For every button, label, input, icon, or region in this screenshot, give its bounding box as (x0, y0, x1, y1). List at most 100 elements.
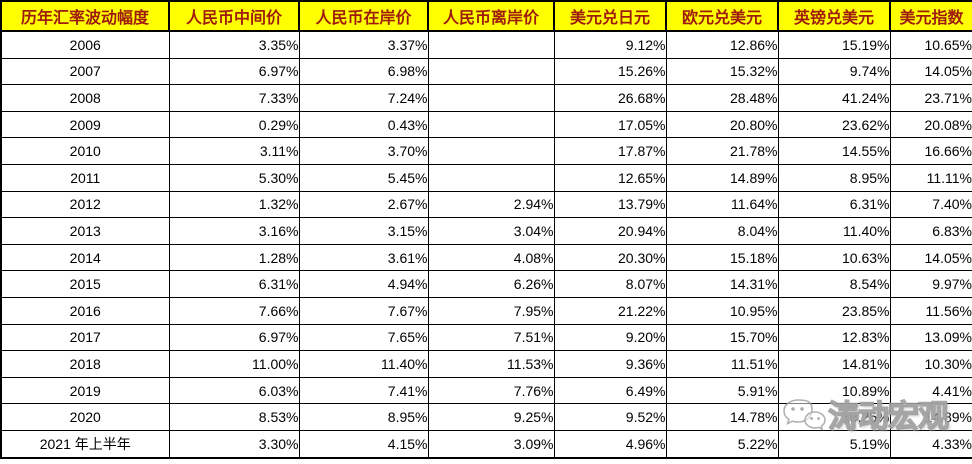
value-cell: 3.37% (298, 30, 429, 59)
table-row: 2016 7.66% 7.67% 7.95% 21.22% 10.95% 23.85% 11.… (0, 296, 972, 325)
value-cell: 7.40% (889, 190, 972, 219)
value-cell: 9.52% (553, 403, 667, 431)
table-row: 2021 年上半年 3.30% 4.15% 3.09% 4.96% 5.22% 5.19% 4… (0, 429, 972, 459)
value-cell (427, 84, 555, 112)
value-cell: 7.65% (298, 323, 429, 352)
value-cell: 6.31% (777, 190, 891, 219)
table-row: 2017 6.97% 7.65% 7.51% 9.20% 15.70% 12.83% 13.0… (0, 323, 972, 352)
value-cell: 7.67% (298, 296, 429, 325)
column-header-6: 欧元兑美元 (665, 0, 779, 32)
value-cell: 6.26% (427, 270, 555, 298)
value-cell: 12.83% (777, 323, 891, 352)
value-cell: 5.91% (665, 376, 779, 405)
table-row: 2008 7.33% 7.24% 26.68% 28.48% 41.24% 23.71% (0, 84, 972, 112)
value-cell: 11.00% (168, 350, 300, 378)
value-cell: 9.74% (777, 57, 891, 86)
value-cell: 23.62% (777, 110, 891, 139)
table-row: 2015 6.31% 4.94% 6.26% 8.07% 14.31% 8.54% 9.97% (0, 270, 972, 298)
value-cell: 8.95% (298, 403, 429, 431)
value-cell: 5.22% (665, 429, 779, 459)
value-cell: 6.83% (889, 217, 972, 245)
value-cell: 20.94% (553, 217, 667, 245)
value-cell: 10.89% (777, 376, 891, 405)
value-cell: 5.30% (168, 163, 300, 192)
value-cell: 14.55% (777, 137, 891, 165)
year-cell: 2008 (0, 84, 170, 112)
value-cell: 4.33% (889, 429, 972, 459)
table-row: 2006 3.35% 3.37% 9.12% 12.86% 15.19% 10.65% (0, 30, 972, 59)
table-row: 2012 1.32% 2.67% 2.94% 13.79% 11.64% 6.31% 7.40… (0, 190, 972, 219)
table-row: 2019 6.03% 7.41% 7.76% 6.49% 5.91% 10.89% 4.41% (0, 376, 972, 405)
year-cell: 2018 (0, 350, 170, 378)
year-cell: 2016 (0, 296, 170, 325)
value-cell: 13.79% (553, 190, 667, 219)
table-row: 2020 8.53% 8.95% 9.25% 9.52% 14.78% 18.25% 14.8… (0, 403, 972, 431)
value-cell: 6.97% (168, 57, 300, 86)
value-cell: 7.51% (427, 323, 555, 352)
value-cell: 14.05% (889, 57, 972, 86)
year-cell: 2013 (0, 217, 170, 245)
value-cell: 6.31% (168, 270, 300, 298)
column-header-2: 人民币中间价 (168, 0, 300, 32)
value-cell: 14.89% (889, 403, 972, 431)
value-cell: 0.29% (168, 110, 300, 139)
value-cell: 11.51% (665, 350, 779, 378)
value-cell: 3.09% (427, 429, 555, 459)
value-cell: 8.54% (777, 270, 891, 298)
table-body: 2006 3.35% 3.37% 9.12% 12.86% 15.19% 10.65% 200… (0, 30, 972, 459)
value-cell: 9.36% (553, 350, 667, 378)
value-cell: 14.81% (777, 350, 891, 378)
value-cell (427, 30, 555, 59)
value-cell: 6.03% (168, 376, 300, 405)
value-cell: 3.15% (298, 217, 429, 245)
value-cell: 8.95% (777, 163, 891, 192)
table-row: 2011 5.30% 5.45% 12.65% 14.89% 8.95% 11.11% (0, 163, 972, 192)
value-cell: 11.64% (665, 190, 779, 219)
table-row: 2009 0.29% 0.43% 17.05% 20.80% 23.62% 20.08% (0, 110, 972, 139)
value-cell: 14.31% (665, 270, 779, 298)
value-cell: 10.63% (777, 243, 891, 272)
value-cell: 14.89% (665, 163, 779, 192)
value-cell: 15.18% (665, 243, 779, 272)
value-cell: 15.19% (777, 30, 891, 59)
value-cell: 21.78% (665, 137, 779, 165)
value-cell: 10.30% (889, 350, 972, 378)
value-cell: 4.94% (298, 270, 429, 298)
year-cell: 2009 (0, 110, 170, 139)
value-cell: 7.76% (427, 376, 555, 405)
value-cell: 13.09% (889, 323, 972, 352)
year-cell: 2020 (0, 403, 170, 431)
value-cell: 11.56% (889, 296, 972, 325)
value-cell: 4.08% (427, 243, 555, 272)
value-cell: 7.33% (168, 84, 300, 112)
year-cell: 2017 (0, 323, 170, 352)
value-cell: 7.66% (168, 296, 300, 325)
value-cell: 7.95% (427, 296, 555, 325)
value-cell: 2.94% (427, 190, 555, 219)
table-row: 2018 11.00% 11.40% 11.53% 9.36% 11.51% 14.81% 1… (0, 350, 972, 378)
column-header-5: 美元兑日元 (553, 0, 667, 32)
value-cell: 3.04% (427, 217, 555, 245)
value-cell: 11.40% (777, 217, 891, 245)
value-cell: 8.04% (665, 217, 779, 245)
value-cell: 7.41% (298, 376, 429, 405)
value-cell: 1.28% (168, 243, 300, 272)
value-cell: 9.97% (889, 270, 972, 298)
value-cell: 3.11% (168, 137, 300, 165)
value-cell: 9.25% (427, 403, 555, 431)
value-cell: 7.24% (298, 84, 429, 112)
year-cell: 2019 (0, 376, 170, 405)
value-cell: 14.05% (889, 243, 972, 272)
table-row: 2014 1.28% 3.61% 4.08% 20.30% 15.18% 10.63% 14.… (0, 243, 972, 272)
value-cell: 18.25% (777, 403, 891, 431)
table-row: 2010 3.11% 3.70% 17.87% 21.78% 14.55% 16.66% (0, 137, 972, 165)
year-cell: 2014 (0, 243, 170, 272)
year-cell: 2021 年上半年 (0, 429, 170, 459)
column-header-3: 人民币在岸价 (298, 0, 429, 32)
value-cell: 12.65% (553, 163, 667, 192)
value-cell: 11.40% (298, 350, 429, 378)
value-cell: 3.16% (168, 217, 300, 245)
value-cell: 3.35% (168, 30, 300, 59)
value-cell: 23.85% (777, 296, 891, 325)
